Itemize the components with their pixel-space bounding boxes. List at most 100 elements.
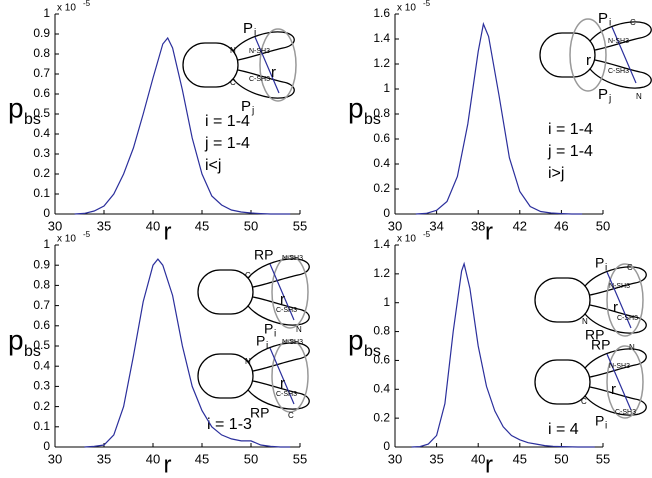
x-tick-label: 55 [293, 451, 307, 466]
schematic-label: N [636, 92, 642, 101]
y-tick-label: 1.4 [373, 31, 390, 45]
gray-contour [271, 255, 309, 329]
y-multiplier: x 10 [397, 234, 416, 245]
y-tick-label: 1.2 [373, 56, 390, 70]
annotation: i>j [548, 165, 564, 182]
y-multiplier: x 10 [57, 234, 76, 245]
y-tick-label: 1 [43, 6, 50, 20]
y-axis-label: p [8, 324, 24, 355]
x-tick-label: 40 [146, 451, 160, 466]
schematic-label: N [296, 325, 302, 334]
upper-lobe [584, 348, 647, 378]
schematic-label: P [243, 20, 253, 37]
x-tick-label: 30 [48, 451, 62, 466]
distance-line [269, 263, 295, 321]
chart-panel: 0 0.2 0.4 0.6 0.8 1 1.2 1.4 30 35 40 45 50 55 r p bs x 10… [348, 230, 647, 478]
body-shape [182, 42, 239, 88]
body-shape [539, 32, 596, 78]
x-tick-label: 35 [97, 218, 111, 233]
schematic-label: r [280, 291, 285, 308]
distance-line [606, 353, 632, 411]
annotation: i = 1-4 [205, 113, 250, 130]
y-tick-label: 0.3 [33, 146, 50, 160]
x-tick-label: 45 [513, 451, 527, 466]
y-tick-label: 0 [383, 206, 390, 220]
y-tick-label: 0.6 [373, 131, 390, 145]
x-axis-label: r [164, 451, 172, 478]
annotation: i = 4 [548, 421, 579, 438]
y-tick-label: 0.5 [33, 106, 50, 120]
x-tick-label: 46 [554, 218, 568, 233]
data-line [84, 258, 291, 448]
y-multiplier-exp: -5 [83, 0, 91, 8]
y-tick-label: 0.4 [373, 156, 390, 170]
schematic-label: N-SH3 [249, 48, 270, 55]
chart-panel: 0 0.1 0.2 0.3 0.4 0.5 0.6 0.7 0.8 0.9 1 30 35 40 45 50 5… [8, 230, 310, 478]
x-tick-label: 55 [596, 451, 610, 466]
y-tick-label: 1 [383, 81, 390, 95]
schematic-label: P [598, 86, 608, 103]
body-shape [534, 277, 591, 323]
y-axis-label-sub: bs [364, 111, 381, 128]
gray-contour [259, 28, 297, 102]
gray-contour [569, 18, 607, 92]
schematic-label: N [230, 46, 236, 55]
x-tick-label: 50 [596, 218, 610, 233]
schematic-label: i [274, 329, 276, 340]
lower-lobe [584, 304, 647, 334]
y-tick-label: 1 [43, 237, 50, 251]
schematic-label: N [629, 343, 635, 352]
y-multiplier-exp: -5 [423, 0, 431, 8]
schematic-label: C [581, 397, 587, 406]
schematic-label: C [627, 263, 633, 272]
x-axis-label: r [164, 218, 172, 245]
x-tick-label: 30 [388, 451, 402, 466]
schematic-label: r [586, 52, 591, 69]
schematic-label: C [288, 411, 294, 420]
y-tick-label: 0.5 [33, 338, 50, 352]
y-tick-label: 1 [383, 295, 390, 309]
body-shape [197, 269, 254, 315]
schematic-label: C-SH3 [608, 68, 629, 75]
schematic-label: C-SH3 [276, 391, 297, 398]
y-axis-label: p [348, 324, 364, 355]
y-tick-label: 1.2 [373, 266, 390, 280]
annotation: j = 1-4 [547, 143, 593, 160]
y-tick-label: 1.4 [373, 237, 390, 251]
schematic-label: i [254, 28, 256, 39]
schematic-label: r [271, 64, 276, 81]
y-tick-label: 0.1 [33, 186, 50, 200]
x-tick-label: 34 [429, 218, 443, 233]
y-tick-label: 0.4 [33, 126, 50, 140]
data-line [415, 21, 583, 215]
lower-lobe [247, 296, 310, 326]
distance-line [606, 271, 632, 329]
y-tick-label: 0.1 [33, 419, 50, 433]
y-tick-label: 1.6 [373, 6, 390, 20]
y-axis-label-sub: bs [364, 343, 381, 360]
schematic-label: C-SH3 [249, 76, 270, 83]
y-axis-label-sub: bs [24, 111, 41, 128]
y-tick-label: 0.4 [373, 381, 390, 395]
y-tick-label: 0.6 [33, 86, 50, 100]
annotation: i<j [205, 157, 221, 174]
body-shape [534, 359, 591, 405]
schematic-label: N-SH3 [608, 38, 629, 45]
schematic-label: i [609, 18, 611, 29]
lower-lobe [584, 386, 647, 416]
schematic-label: j [251, 106, 254, 117]
schematic-label: r [280, 375, 285, 392]
y-multiplier-exp: -5 [83, 230, 91, 239]
schematic-label: P [595, 255, 604, 271]
y-axis-label: p [348, 92, 364, 123]
schematic-label: P [595, 413, 604, 429]
schematic-label: C-SH3 [615, 409, 636, 416]
lower-lobe [247, 380, 310, 410]
distance-line [611, 26, 637, 84]
x-tick-label: 40 [471, 451, 485, 466]
y-tick-label: 0.7 [33, 66, 50, 80]
